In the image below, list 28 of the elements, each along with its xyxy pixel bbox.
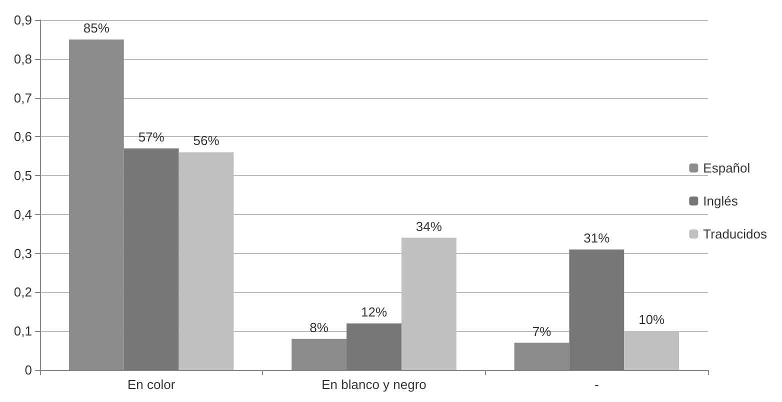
y-tick-label: 0,1 — [14, 324, 32, 339]
y-tick-label: 0,7 — [14, 90, 32, 106]
data-label: 12% — [360, 304, 388, 320]
data-label: 34% — [416, 218, 442, 234]
y-tick-label: 0,5 — [14, 168, 32, 184]
y-tick-label: 0,4 — [14, 206, 32, 222]
y-tick-label: 0 — [24, 362, 32, 378]
legend-label: Inglés — [703, 194, 738, 208]
y-tick-label: 0,2 — [14, 284, 32, 300]
bar — [569, 249, 624, 370]
data-label: 31% — [584, 230, 610, 246]
y-tick-label: 0,8 — [14, 51, 32, 66]
legend-label: Español — [703, 160, 750, 176]
bar — [346, 323, 402, 370]
y-tick-label: 0,3 — [14, 246, 32, 261]
data-label: 10% — [638, 312, 666, 328]
data-label: 8% — [310, 320, 329, 335]
x-tick-label: - — [594, 377, 599, 392]
x-tick-label: En blanco y negro — [322, 377, 426, 392]
bar — [124, 148, 179, 370]
y-tick-label: 0,9 — [14, 12, 32, 28]
data-label: 7% — [532, 324, 552, 339]
data-label: 85% — [83, 20, 110, 36]
x-tick-label: En color — [127, 377, 176, 392]
y-tick-label: 0,6 — [14, 129, 32, 144]
data-label: 56% — [193, 133, 220, 148]
data-label: 57% — [138, 129, 165, 144]
legend-label: Traducidos — [703, 226, 768, 242]
